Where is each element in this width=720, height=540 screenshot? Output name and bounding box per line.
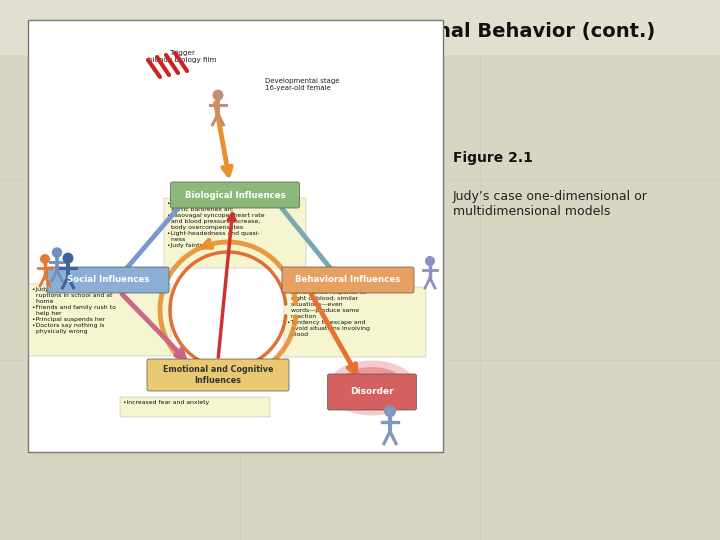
Text: Biological Influences: Biological Influences	[184, 191, 285, 199]
FancyBboxPatch shape	[29, 284, 171, 356]
Text: Multidimensional Models of Abnormal Behavior (cont.): Multidimensional Models of Abnormal Beha…	[55, 22, 655, 40]
Circle shape	[425, 256, 435, 266]
Text: •Judy's fainting causes dis-
  ruptions in school and at
  home
•Friends and fam: •Judy's fainting causes dis- ruptions in…	[32, 287, 116, 334]
Text: •Increased fear and anxiety: •Increased fear and anxiety	[123, 400, 210, 405]
FancyBboxPatch shape	[147, 359, 289, 391]
FancyBboxPatch shape	[120, 397, 270, 417]
Text: •Inherited overreactive sino-
  aortic baroreflex arc
•Vasovagal syncope: heart : •Inherited overreactive sino- aortic bar…	[167, 201, 265, 248]
Circle shape	[384, 405, 396, 417]
Text: Figure 2.1: Figure 2.1	[453, 151, 533, 165]
FancyBboxPatch shape	[328, 374, 416, 410]
Text: •Conditioned response to
  sight of blood; similar
  situations—even
  words—pro: •Conditioned response to sight of blood;…	[287, 290, 370, 337]
Text: Developmental stage
16-year-old female: Developmental stage 16-year-old female	[265, 78, 340, 91]
Circle shape	[40, 254, 50, 264]
Circle shape	[63, 253, 73, 264]
Circle shape	[52, 247, 62, 258]
Text: Judy’s case one-dimensional or
multidimensional models: Judy’s case one-dimensional or multidime…	[453, 190, 648, 218]
Text: Behavioral Influences: Behavioral Influences	[295, 275, 400, 285]
Ellipse shape	[327, 361, 417, 415]
FancyBboxPatch shape	[164, 198, 306, 268]
FancyBboxPatch shape	[282, 267, 414, 293]
FancyBboxPatch shape	[171, 182, 300, 208]
Text: Social Influences: Social Influences	[67, 275, 149, 285]
Ellipse shape	[337, 367, 407, 409]
Text: Trigger
bloody biology film: Trigger bloody biology film	[148, 50, 216, 63]
FancyBboxPatch shape	[47, 267, 169, 293]
Text: Emotional and Cognitive
Influences: Emotional and Cognitive Influences	[163, 365, 274, 384]
Bar	[28, 20, 443, 452]
Circle shape	[212, 90, 223, 100]
FancyBboxPatch shape	[284, 287, 426, 357]
Bar	[0, 0, 720, 55]
Text: Disorder: Disorder	[350, 388, 394, 396]
